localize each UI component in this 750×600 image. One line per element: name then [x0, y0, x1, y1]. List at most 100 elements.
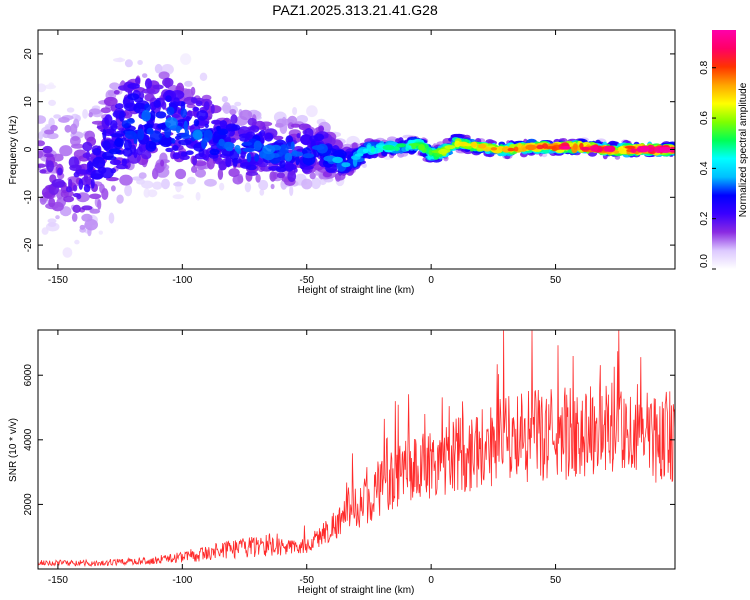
top-xticks-label-1: -100	[172, 275, 192, 286]
colorbar-tick-label-1: 0.2	[699, 211, 710, 225]
spectrogram-blob-285	[217, 168, 224, 180]
bot-xticks-label-0: -150	[48, 575, 68, 586]
spectrogram-blob-215	[39, 195, 47, 205]
spectrogram-blob-196	[59, 145, 73, 157]
spectrogram-blob-26	[66, 107, 75, 113]
spectrogram-blob-679	[136, 146, 143, 156]
spectrogram-blob-721	[83, 184, 91, 193]
spectrogram-blob-34	[47, 218, 57, 224]
spectrogram-blob-1785	[589, 145, 599, 152]
spectrogram-blob-1789	[603, 145, 611, 152]
spectrogram-y-ticks: -20 -10 0 10 20	[23, 48, 675, 252]
spectrogram-blob-1710	[613, 150, 620, 154]
spectrogram-blob-514	[245, 171, 259, 176]
spectrogram-blob-382	[38, 163, 46, 168]
spectrogram-blob-27	[152, 181, 163, 190]
spectrogram-blob-630	[171, 114, 180, 119]
spectrogram-blob-1731	[525, 144, 537, 151]
spectrogram-blob-849	[275, 166, 287, 173]
spectrogram-blob-61	[173, 181, 184, 187]
spectrogram-blob-24	[259, 188, 265, 196]
spectrogram-blob-1100	[146, 127, 154, 135]
spectrogram-blob-1781	[630, 148, 637, 154]
spectrogram-blob-264	[190, 86, 196, 96]
spectrogram-ytick-label-4: 20	[23, 48, 34, 60]
spectrogram-blob-1740	[513, 146, 519, 152]
spectrogram-blob-888	[204, 123, 209, 128]
spectrogram-blob-1750	[507, 147, 515, 152]
spectrogram-blob-463	[247, 117, 257, 126]
spectrogram-blob-207	[71, 136, 80, 141]
spectrogram-blob-226	[255, 173, 261, 183]
spectrogram-blob-44	[289, 185, 294, 197]
spectrogram-blob-158	[274, 122, 284, 128]
colorbar-gradient	[712, 30, 736, 269]
spectrogram-blob-360	[113, 90, 120, 95]
spectrogram-blob-1009	[143, 123, 153, 129]
spectrogram-blob-743	[115, 103, 124, 110]
spectrogram-blob-864	[89, 162, 94, 171]
spectrogram-blob-936	[279, 160, 286, 168]
spectrogram-blob-237	[232, 174, 244, 185]
spectrogram-x-ticks: -150 -100 -50 0 50	[48, 30, 562, 286]
spectrogram-blob-1	[180, 53, 192, 65]
snr-ytick-label-0: 2000	[23, 493, 34, 516]
spectrogram-blob-1790	[563, 145, 571, 150]
spectrogram-blob-144	[79, 224, 86, 230]
spectrogram-ytick-label-2: 0	[23, 146, 34, 152]
snr-frame	[37, 329, 676, 570]
spectrogram-blob-731	[225, 155, 232, 168]
spectrogram-blob-982	[148, 141, 157, 150]
spectrogram-blob-1688	[482, 146, 492, 152]
spectrogram-blob-708	[104, 114, 113, 126]
spectrogram-blob-561	[85, 150, 90, 161]
spectrogram-blob-701	[172, 152, 181, 160]
spectrogram-blob-1622	[438, 148, 448, 155]
spectrogram-blob-142	[84, 219, 98, 231]
spectrogram-blob-1107	[246, 152, 252, 163]
spectrogram-blob-531	[287, 170, 297, 182]
spectrogram-blob-17	[48, 99, 56, 106]
spectrogram-blob-850	[450, 133, 463, 139]
spectrogram-blob-261	[101, 188, 109, 200]
spectrogram-blob-106	[138, 172, 147, 179]
spectrogram-blob-492	[72, 184, 78, 192]
spectrogram-blob-47	[124, 184, 133, 197]
spectrogram-blob-738	[127, 83, 140, 89]
spectrogram-blob-221	[158, 71, 170, 80]
spectrogram-blob-182	[89, 208, 101, 214]
spectrogram-blob-1089	[180, 108, 188, 118]
spectrogram-blob-1149	[175, 125, 181, 134]
top-xticks-label-2: -50	[300, 275, 315, 286]
spectrogram-blob-670	[73, 171, 80, 178]
spectrogram-blob-446	[42, 145, 53, 154]
spectrogram-blob-1036	[209, 148, 220, 156]
spectrogram-blob-549	[135, 77, 141, 84]
snr-x-ticks: -150 -100 -50 0 50	[48, 330, 562, 586]
spectrogram-blob-1707	[501, 146, 512, 153]
spectrogram-blob-461	[162, 77, 174, 88]
spectrogram-blob-1387	[370, 146, 375, 153]
spectrogram-blob-288	[38, 140, 45, 147]
spectrogram-blob-57	[161, 178, 170, 190]
spectrogram-blob-77	[221, 96, 228, 103]
spectrogram-blob-1667	[457, 141, 469, 147]
spectrogram-blob-837	[196, 110, 209, 121]
spectrogram-blob-1371	[405, 145, 410, 152]
spectrogram-blob-860	[122, 147, 133, 157]
spectrogram-blob-1140	[290, 141, 295, 151]
spectrogram-blob-266	[38, 150, 44, 159]
spectrogram-blob-328	[290, 123, 301, 128]
spectrogram-blob-186	[71, 212, 78, 222]
spectrogram-blob-1073	[171, 138, 176, 144]
spectrogram-blob-622	[161, 101, 167, 110]
spectrogram-blob-502	[152, 84, 164, 90]
spectrogram-blob-1706	[477, 143, 487, 149]
spectrogram-blob-400	[273, 135, 284, 141]
spectrogram-blob-861	[92, 148, 102, 156]
spectrogram-blob-178	[229, 108, 237, 116]
spectrogram-blob-15	[219, 182, 225, 191]
spectrogram-blob-42	[108, 212, 115, 224]
spectrogram-blob-73	[154, 63, 163, 74]
spectrogram-blob-1129	[183, 120, 188, 132]
